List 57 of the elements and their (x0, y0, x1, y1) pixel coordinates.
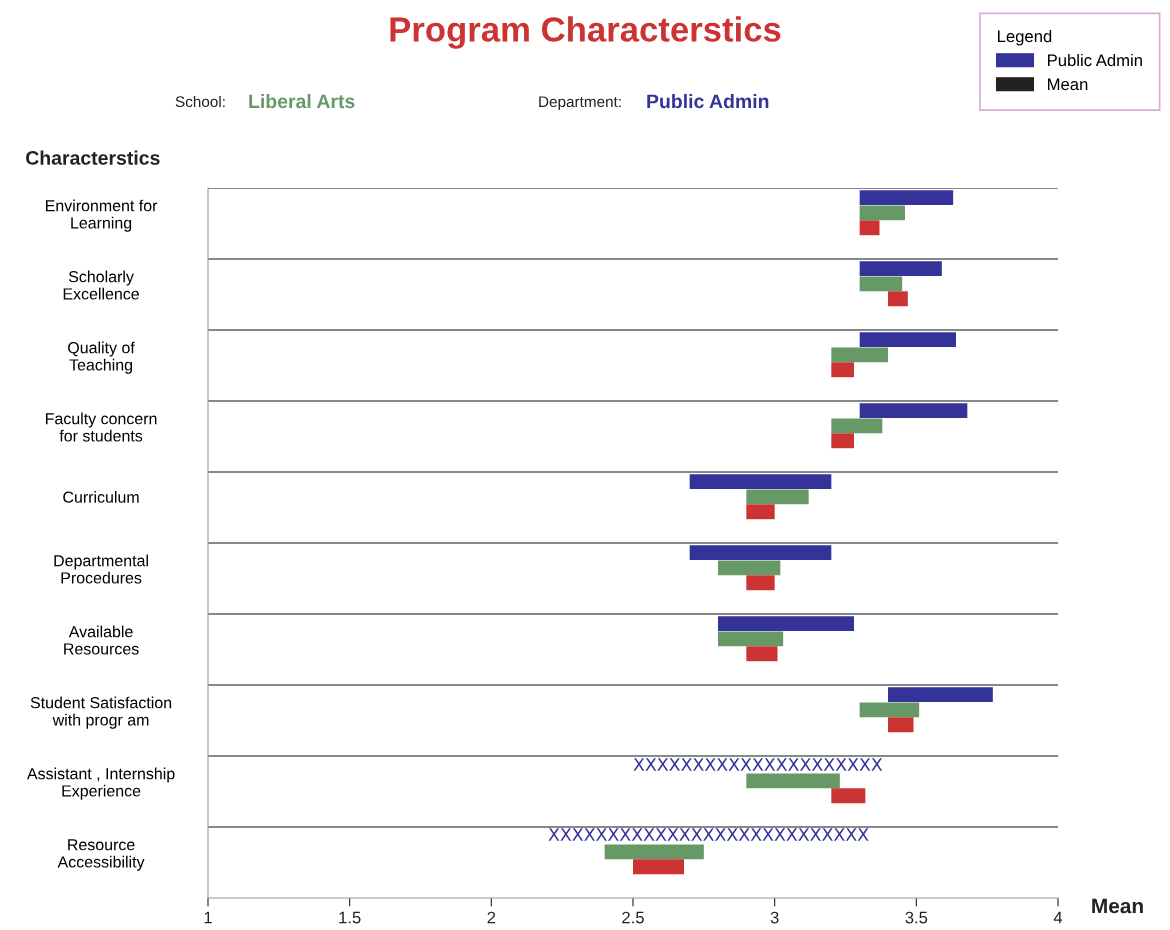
text: Mean (1048, 78, 1088, 91)
y-tick-label: Available Resources (64, 625, 139, 655)
y-tick-label: Scholarly Excellence (63, 270, 139, 300)
x-tick-label: 2 (487, 911, 496, 924)
y-tick-label: Quality of Teaching (68, 341, 135, 374)
bar (888, 291, 908, 307)
y-tick-label: Departmental Procedures (54, 554, 148, 584)
bar (859, 205, 905, 221)
bar (859, 332, 956, 348)
text: Liberal Arts (249, 93, 355, 109)
bar (689, 474, 832, 490)
x-tick-label: 4 (1053, 911, 1063, 924)
y-tick-label: Student Satisfaction with progr am (30, 696, 172, 729)
bar (859, 220, 880, 236)
bar (746, 646, 778, 662)
bar (888, 717, 914, 733)
bar (746, 489, 809, 505)
y-tick-label: Resource Accessibility (57, 839, 145, 871)
bar (746, 575, 775, 591)
bar (718, 631, 784, 647)
bar (718, 560, 781, 576)
legend-title: Legend (998, 30, 1052, 46)
y-axis-title: Characterstics (26, 150, 160, 165)
x-tick-label: 3.5 (905, 911, 928, 924)
bar (746, 504, 775, 520)
bar (859, 276, 903, 292)
bar (746, 773, 840, 789)
bar (604, 844, 704, 860)
bar (831, 418, 883, 434)
text: Department: (539, 96, 621, 111)
y-tick-label: Curriculum (63, 491, 139, 503)
bar (859, 702, 920, 718)
annotation: XXXXXXXXXXXXXXXXXXXXX (633, 758, 883, 771)
bar (831, 433, 854, 449)
bar (859, 190, 954, 206)
bar (831, 347, 888, 363)
bar (888, 687, 993, 703)
text: Public Admin (647, 93, 769, 109)
x-axis-title: Mean (1092, 898, 1143, 914)
bar (718, 616, 854, 632)
bar (633, 859, 684, 875)
legend-label: Public Admin (1048, 53, 1142, 67)
y-tick-label: Assistant , Internship Experience (26, 767, 175, 800)
annotation: XXXXXXXXXXXXXXXXXXXXXXXXXXX (548, 828, 869, 841)
y-tick-label: Faculty concern for students (46, 412, 157, 442)
chart-title: Program Characterstics (390, 16, 781, 49)
bar (689, 545, 832, 561)
x-tick-label: 1 (204, 911, 212, 924)
text: School: (175, 95, 225, 108)
y-tick-label: Environment for Learning (46, 199, 158, 232)
bar (831, 362, 854, 378)
x-tick-label: 3 (770, 911, 779, 924)
bar (859, 403, 968, 419)
bar (831, 788, 866, 804)
bar (859, 261, 942, 277)
x-tick-label: 2.5 (622, 911, 644, 924)
x-tick-label: 1.5 (339, 911, 361, 924)
